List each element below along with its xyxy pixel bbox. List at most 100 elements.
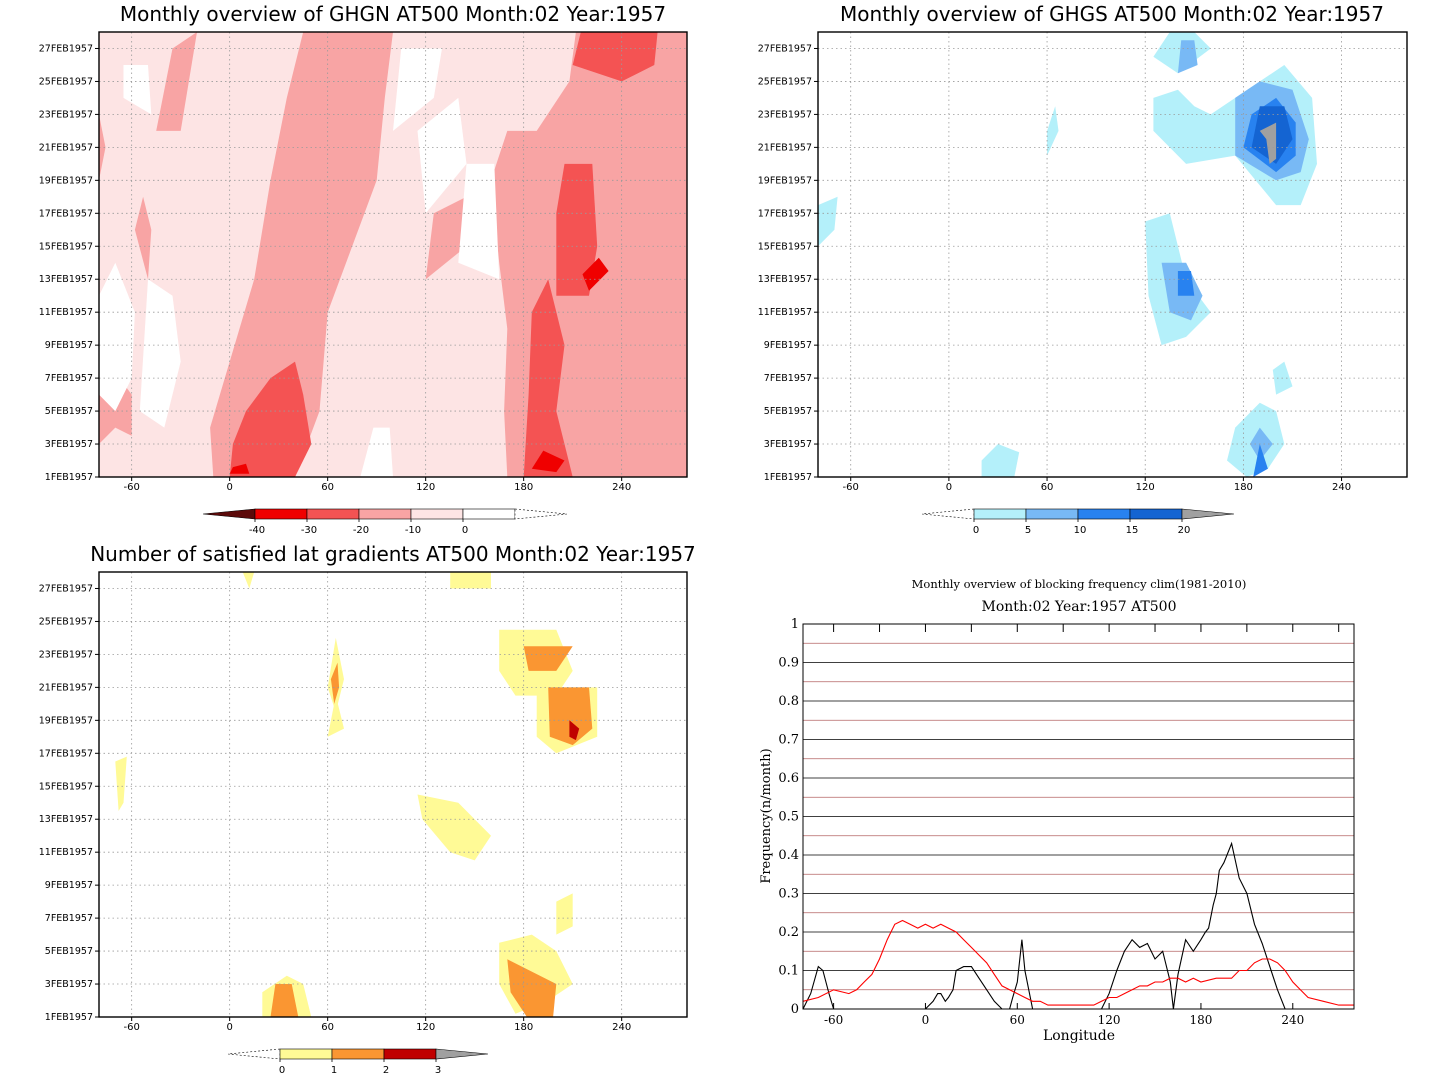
blocking-frequency-panel: Monthly overview of blocking frequency c… xyxy=(759,577,1355,1044)
colorbar-label: 0 xyxy=(279,1065,285,1076)
x-tick-label: 60 xyxy=(1010,1013,1025,1027)
y-tick-label: 0.6 xyxy=(778,771,799,786)
y-tick-label: 5FEB1957 xyxy=(764,406,812,417)
y-tick-label: 3FEB1957 xyxy=(45,979,93,990)
p1-region-level-3 xyxy=(556,163,598,296)
y-tick-label: 7FEB1957 xyxy=(45,913,93,924)
colorbar-box xyxy=(279,1048,333,1060)
lat-gradients-plot-frame xyxy=(98,571,688,1018)
p3-region-level-2 xyxy=(270,984,299,1017)
colorbar-label: 15 xyxy=(1126,525,1139,536)
ghgn-contour-regions xyxy=(99,32,687,477)
x-tick-label: 60 xyxy=(321,1022,334,1033)
x-tick-label: -60 xyxy=(123,1022,139,1033)
y-tick-label: 23FEB1957 xyxy=(39,649,93,660)
ghgn-plot-frame xyxy=(98,31,688,478)
x-tick-label: 240 xyxy=(1281,1013,1304,1027)
lat-gradients-title: Number of satisfied lat gradients AT500 … xyxy=(90,542,696,566)
p1-region-level-2 xyxy=(425,196,467,280)
y-tick-label: 0.8 xyxy=(778,694,799,709)
lat-gradients-x-ticks: -60 0 60 120 180 240 xyxy=(123,1017,631,1033)
p1-region-level-2 xyxy=(210,32,393,477)
lat-gradients-y-ticks: 1FEB1957 3FEB1957 5FEB1957 7FEB1957 9FEB1957… xyxy=(39,583,99,1023)
blocking-y-ticks: 0 0.1 0.2 0.3 0.4 0.5 0.6 0.7 0.8 0.9 1 xyxy=(778,617,799,1017)
y-tick-label: 19FEB1957 xyxy=(758,175,812,186)
y-tick-label: 21FEB1957 xyxy=(39,142,93,153)
blocking-series xyxy=(802,841,1354,1010)
p3-region-level-1 xyxy=(556,893,573,935)
colorbar-right-extension xyxy=(435,1048,489,1060)
colorbar-label: -10 xyxy=(405,525,421,536)
p3-region-level-2 xyxy=(330,662,340,704)
colorbar-label: 0 xyxy=(973,525,979,536)
x-tick-label: 180 xyxy=(1189,1013,1212,1027)
y-tick-label: 1FEB1957 xyxy=(45,1012,93,1023)
y-tick-label: 15FEB1957 xyxy=(758,241,812,252)
p3-region-level-3 xyxy=(569,720,580,741)
p1-region-level-0 xyxy=(458,163,500,280)
x-tick-label: 180 xyxy=(514,482,533,493)
y-tick-label: 13FEB1957 xyxy=(758,274,812,285)
colorbar-box xyxy=(1025,508,1079,520)
colorbar-box xyxy=(462,508,516,520)
colorbar-left-extension xyxy=(921,508,975,520)
p1-region-level-0 xyxy=(360,427,393,477)
y-tick-label: 3FEB1957 xyxy=(764,439,812,450)
y-tick-label: 17FEB1957 xyxy=(758,208,812,219)
y-tick-label: 19FEB1957 xyxy=(39,715,93,726)
x-tick-label: 240 xyxy=(612,482,631,493)
colorbar-label: 5 xyxy=(1025,525,1031,536)
y-tick-label: 13FEB1957 xyxy=(39,814,93,825)
y-tick-label: 0.2 xyxy=(778,925,799,940)
colorbar-box xyxy=(254,508,308,520)
colorbar-label: 10 xyxy=(1074,525,1087,536)
p1-region-level-2 xyxy=(134,196,152,280)
y-tick-label: 0.9 xyxy=(778,656,799,671)
y-tick-label: 3FEB1957 xyxy=(45,439,93,450)
p2-region-level-3 xyxy=(1253,444,1268,477)
y-tick-label: 25FEB1957 xyxy=(39,76,93,87)
p3-region-level-1 xyxy=(242,572,255,589)
p2-region-level-2 xyxy=(1249,427,1273,461)
y-tick-label: 19FEB1957 xyxy=(39,175,93,186)
x-tick-label: 180 xyxy=(1234,482,1253,493)
colorbar-box xyxy=(1077,508,1131,520)
colorbar-box xyxy=(1129,508,1183,520)
y-tick-label: 0 xyxy=(791,1002,799,1017)
blocking-x-ticks: -60 0 60 120 180 240 xyxy=(824,624,1340,1027)
series-line-black xyxy=(802,841,1354,1010)
p2-region-level-1 xyxy=(981,444,1020,477)
ghgn-title: Monthly overview of GHGN AT500 Month:02 … xyxy=(120,2,666,26)
y-tick-label: 0.5 xyxy=(778,810,799,825)
y-tick-label: 27FEB1957 xyxy=(39,43,93,54)
p3-region-level-2 xyxy=(548,687,593,746)
p1-region-level-0 xyxy=(139,279,181,428)
colorbar-left-extension xyxy=(227,1048,281,1060)
colorbar-label: -30 xyxy=(301,525,317,536)
ghgs-y-ticks: 1FEB1957 3FEB1957 5FEB1957 7FEB1957 9FEB1957… xyxy=(758,43,818,483)
p1-region-level-0 xyxy=(393,48,442,131)
y-tick-label: 1FEB1957 xyxy=(45,472,93,483)
colorbar-box xyxy=(383,1048,437,1060)
x-tick-label: -60 xyxy=(123,482,139,493)
y-tick-label: 17FEB1957 xyxy=(39,748,93,759)
x-tick-label: 0 xyxy=(922,1013,930,1027)
p2-region-level-1 xyxy=(818,196,838,247)
colorbar-label: -20 xyxy=(353,525,369,536)
y-tick-label: 17FEB1957 xyxy=(39,208,93,219)
colorbar-right-extension xyxy=(514,508,568,520)
colorbar-label: 2 xyxy=(383,1065,389,1076)
y-tick-label: 1FEB1957 xyxy=(764,472,812,483)
y-tick-label: 25FEB1957 xyxy=(39,616,93,627)
y-tick-label: 7FEB1957 xyxy=(45,373,93,384)
y-tick-label: 9FEB1957 xyxy=(764,340,812,351)
x-tick-label: -60 xyxy=(843,482,859,493)
colorbar-left-extension xyxy=(202,508,256,520)
p1-region-level-3 xyxy=(523,279,573,477)
p1-region-level-0 xyxy=(123,65,152,115)
y-tick-label: 25FEB1957 xyxy=(758,76,812,87)
blocking-plot-frame xyxy=(802,623,1355,1010)
y-tick-label: 9FEB1957 xyxy=(45,880,93,891)
x-tick-label: 120 xyxy=(416,1022,435,1033)
